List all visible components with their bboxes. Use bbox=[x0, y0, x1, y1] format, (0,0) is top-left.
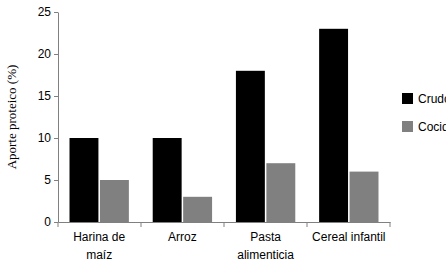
x-tick-label-line: Pasta bbox=[250, 230, 281, 244]
y-tick-label: 20 bbox=[38, 47, 52, 61]
x-tick: Harina de maíz bbox=[73, 230, 125, 262]
legend-label: Crudo bbox=[418, 92, 446, 106]
bar bbox=[70, 138, 99, 222]
y-axis-line bbox=[58, 13, 59, 223]
bars bbox=[70, 29, 379, 222]
category-separator bbox=[141, 222, 142, 227]
y-tick-label: 25 bbox=[38, 5, 52, 19]
y-tick-mark bbox=[54, 54, 58, 55]
y-axis: 0 5 10 15 20 25 bbox=[38, 5, 59, 229]
y-tick: 5 bbox=[44, 173, 58, 187]
x-tick-label-line: Cereal infantil bbox=[312, 230, 385, 244]
legend: Crudo Cocido bbox=[402, 92, 446, 134]
legend-swatch bbox=[402, 121, 413, 132]
legend-label: Cocido bbox=[418, 120, 446, 134]
x-axis: Harina de maíz Arroz Pasta alimenticia Cereal… bbox=[58, 222, 391, 262]
plot: 0 5 10 15 20 25 Harina de maíz Arroz Pasta aliment… bbox=[38, 5, 391, 261]
x-tick-label-line: Arroz bbox=[168, 230, 197, 244]
y-tick: 0 bbox=[44, 215, 58, 229]
chart: 0 5 10 15 20 25 Harina de maíz Arroz Pasta aliment… bbox=[0, 0, 446, 274]
bar bbox=[153, 138, 182, 222]
y-tick: 20 bbox=[38, 47, 58, 61]
bar bbox=[266, 163, 295, 222]
y-tick: 25 bbox=[38, 5, 58, 19]
bar bbox=[350, 172, 379, 222]
x-tick: Cereal infantil bbox=[312, 230, 385, 244]
y-tick-label: 15 bbox=[38, 89, 52, 103]
legend-swatch bbox=[402, 93, 413, 104]
x-tick: Arroz bbox=[168, 230, 197, 244]
category-separator bbox=[224, 222, 225, 227]
y-tick-mark bbox=[54, 222, 58, 223]
y-tick: 15 bbox=[38, 89, 58, 103]
y-tick-label: 5 bbox=[44, 173, 51, 187]
x-tick-label: Cereal infantil bbox=[312, 230, 385, 244]
y-tick-mark bbox=[54, 138, 58, 139]
legend-item: Crudo bbox=[402, 92, 446, 106]
legend-item: Cocido bbox=[402, 120, 446, 134]
bar bbox=[319, 29, 348, 222]
y-tick-label: 10 bbox=[38, 131, 52, 145]
x-tick: Pasta alimenticia bbox=[237, 230, 294, 262]
x-tick-label: Harina de maíz bbox=[73, 230, 125, 262]
y-tick-mark bbox=[54, 180, 58, 181]
x-tick-label-line: maíz bbox=[86, 248, 112, 262]
category-separator bbox=[307, 222, 308, 227]
x-tick-label: Pasta alimenticia bbox=[237, 230, 294, 262]
bar-series bbox=[70, 29, 349, 222]
y-axis-title: Aporte proteico (%) bbox=[4, 65, 19, 170]
y-tick: 10 bbox=[38, 131, 58, 145]
bar bbox=[183, 197, 212, 222]
x-tick-label-line: alimenticia bbox=[237, 248, 294, 262]
x-tick-label-line: Harina de bbox=[73, 230, 125, 244]
category-separator bbox=[58, 222, 59, 227]
y-tick-mark bbox=[54, 12, 58, 13]
category-separator bbox=[390, 222, 391, 227]
bar bbox=[100, 180, 129, 222]
y-tick-label: 0 bbox=[44, 215, 51, 229]
x-tick-label: Arroz bbox=[168, 230, 197, 244]
y-tick-mark bbox=[54, 96, 58, 97]
bar-series bbox=[100, 163, 379, 222]
bar bbox=[236, 71, 265, 222]
